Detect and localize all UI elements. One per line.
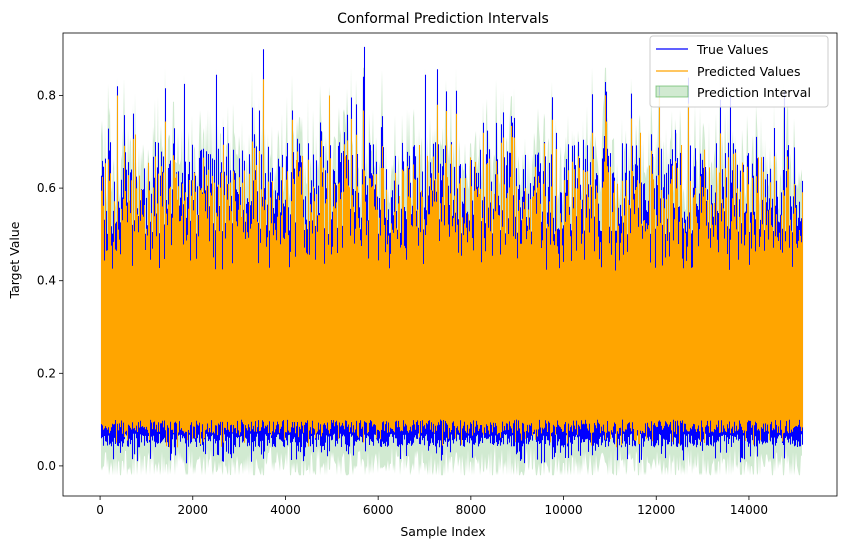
legend-label-prediction-interval: Prediction Interval: [697, 85, 811, 100]
x-axis-label: Sample Index: [400, 524, 485, 539]
x-tick-label: 6000: [363, 503, 394, 517]
legend-swatch-prediction-interval: [655, 85, 689, 98]
y-tick-label: 0.4: [37, 274, 56, 288]
x-tick-label: 0: [96, 503, 104, 517]
x-tick-label: 4000: [270, 503, 301, 517]
x-tick-label: 2000: [177, 503, 208, 517]
predicted-values-line: [100, 79, 804, 448]
plot-frame: [62, 32, 838, 497]
y-tick-label: 0.0: [37, 459, 56, 473]
y-axis-label: Target Value: [7, 221, 22, 299]
predicted-values-series: [100, 79, 804, 448]
x-tick-label: 14000: [730, 503, 768, 517]
x-tick-label: 8000: [456, 503, 487, 517]
y-tick-label: 0.2: [37, 366, 56, 380]
x-tick-label: 10000: [544, 503, 582, 517]
y-axis-ticks: 0.0 0.2 0.4 0.6 0.8: [37, 89, 63, 473]
x-tick-label: 12000: [637, 503, 675, 517]
legend-box: [649, 35, 829, 108]
y-tick-label: 0.6: [37, 181, 56, 195]
legend-label-predicted-values: Predicted Values: [697, 64, 801, 79]
x-axis-ticks: 0 2000 4000 6000 8000 10000 12000 14000: [96, 496, 768, 517]
chart-title: Conformal Prediction Intervals: [337, 11, 549, 27]
plot-area: [100, 46, 804, 476]
legend: True Values Predicted Values Prediction …: [649, 35, 829, 108]
y-tick-label: 0.8: [37, 89, 56, 103]
legend-label-true-values: True Values: [696, 42, 768, 57]
